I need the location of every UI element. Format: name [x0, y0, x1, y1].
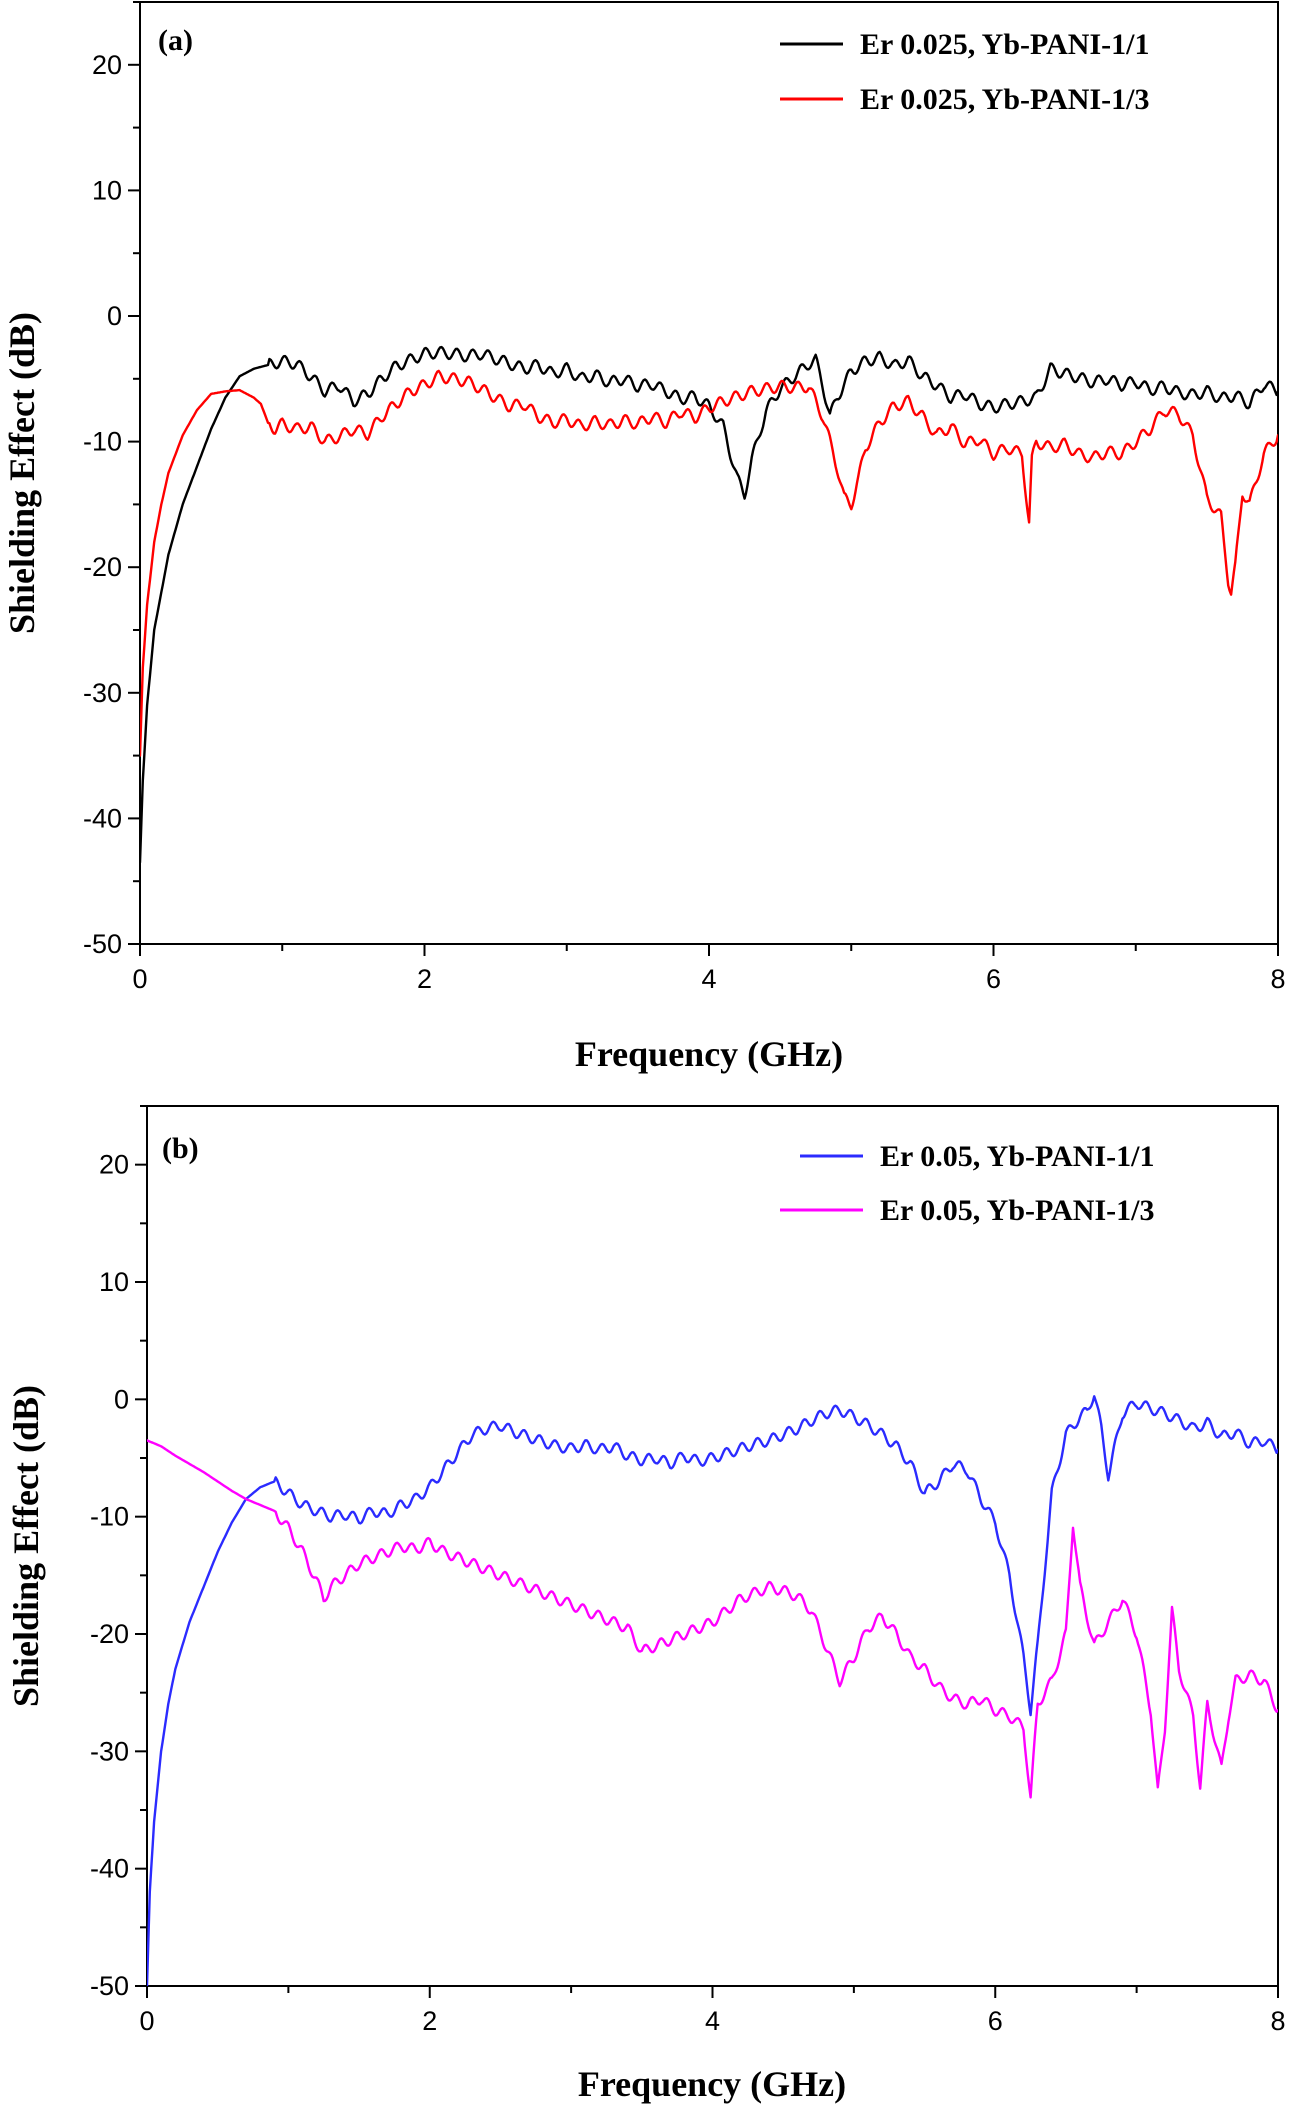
panel-a-ticks: -50 -40 -30 -20 -10 0 10 20 0 2 4 6 8 [83, 1, 1286, 994]
panel-b-y-tick-label-5: 0 [114, 1384, 129, 1414]
panel-a-plot-frame [139, 1, 1279, 945]
panel-a-series-line-2 [140, 369, 1278, 757]
panel-a-label: (a) [158, 24, 193, 57]
panel-b-y-tick-label-7: 20 [99, 1150, 129, 1180]
panel-a-y-tick-label-3: -20 [83, 552, 122, 582]
panel-b-legend: Er 0.05, Yb-PANI-1/1 Er 0.05, Yb-PANI-1/… [780, 1140, 1154, 1227]
panel-a-x-tick-label-0: 0 [132, 964, 147, 994]
panel-a-series [140, 345, 1278, 864]
panel-a-legend-label-2: Er 0.025, Yb-PANI-1/3 [860, 83, 1149, 116]
panel-a-series-line-1 [140, 345, 1278, 864]
panel-a: -50 -40 -30 -20 -10 0 10 20 0 2 4 6 8 (a) Er 0.025, … [2, 1, 1286, 1074]
panel-b: -50 -40 -30 -20 -10 0 10 20 0 2 4 6 8 (b) Er 0.05, Y… [6, 1105, 1286, 2104]
panel-b-series [147, 1395, 1278, 1986]
panel-a-legend: Er 0.025, Yb-PANI-1/1 Er 0.025, Yb-PANI-… [780, 28, 1149, 116]
panel-a-y-tick-label-2: -30 [83, 678, 122, 708]
panel-a-y-tick-label-6: 10 [92, 175, 122, 205]
panel-b-x-tick-label-3: 6 [988, 2006, 1003, 2036]
panel-a-y-tick-label-7: 20 [92, 50, 122, 80]
panel-b-plot-frame [146, 1105, 1279, 1987]
panel-b-legend-label-1: Er 0.05, Yb-PANI-1/1 [880, 1140, 1154, 1173]
panel-a-y-tick-label-5: 0 [107, 301, 122, 331]
panel-b-x-axis-title: Frequency (GHz) [578, 2064, 846, 2104]
panel-a-y-axis-title: Shielding Effect (dB) [2, 312, 42, 634]
panel-b-y-tick-label-6: 10 [99, 1267, 129, 1297]
panel-b-y-tick-label-0: -50 [90, 1971, 129, 2001]
panel-a-x-axis-title: Frequency (GHz) [575, 1034, 843, 1074]
panel-b-y-tick-label-3: -20 [90, 1619, 129, 1649]
panel-b-x-tick-label-4: 8 [1270, 2006, 1285, 2036]
panel-a-y-tick-label-1: -40 [83, 803, 122, 833]
panel-b-ticks: -50 -40 -30 -20 -10 0 10 20 0 2 4 6 8 [90, 1105, 1286, 2036]
panel-b-y-tick-label-4: -10 [90, 1502, 129, 1532]
panel-b-x-tick-label-0: 0 [139, 2006, 154, 2036]
panel-a-x-tick-label-4: 8 [1270, 964, 1285, 994]
panel-b-series-line-1 [147, 1395, 1278, 1986]
panel-b-x-tick-label-1: 2 [422, 2006, 437, 2036]
panel-a-legend-label-1: Er 0.025, Yb-PANI-1/1 [860, 28, 1149, 61]
panel-b-y-tick-label-2: -30 [90, 1736, 129, 1766]
panel-b-y-axis-title: Shielding Effect (dB) [6, 1385, 46, 1707]
panel-a-y-tick-label-0: -50 [83, 929, 122, 959]
panel-b-y-tick-label-1: -40 [90, 1854, 129, 1884]
panel-a-x-tick-label-2: 4 [701, 964, 716, 994]
panel-b-x-tick-label-2: 4 [705, 2006, 720, 2036]
panel-b-legend-label-2: Er 0.05, Yb-PANI-1/3 [880, 1194, 1154, 1227]
panel-a-x-tick-label-1: 2 [417, 964, 432, 994]
panel-b-series-line-2 [147, 1439, 1278, 1799]
panel-a-x-tick-label-3: 6 [986, 964, 1001, 994]
panel-b-label: (b) [162, 1132, 199, 1165]
panel-a-y-tick-label-4: -10 [83, 427, 122, 457]
